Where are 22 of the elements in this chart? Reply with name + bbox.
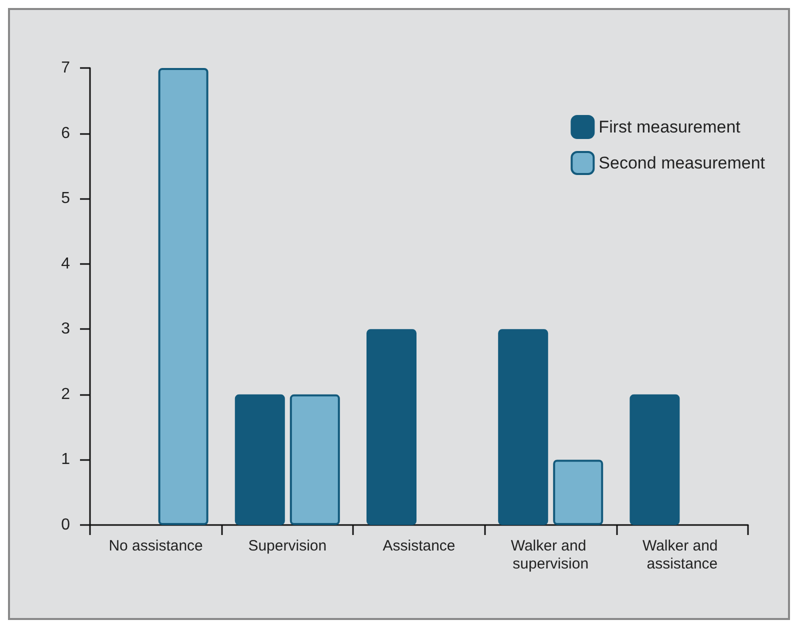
x-tick-label: Assistance bbox=[382, 538, 456, 554]
y-tick-label: 0 bbox=[61, 516, 70, 534]
bar bbox=[366, 329, 416, 525]
y-tick-label: 1 bbox=[61, 451, 70, 468]
x-tick-label: Walker and supervision bbox=[510, 538, 590, 572]
bar bbox=[234, 394, 285, 525]
bar bbox=[553, 460, 604, 525]
bar bbox=[158, 68, 208, 525]
x-tick-label: Walker and assistance bbox=[642, 538, 722, 572]
legend-label: First measurement bbox=[598, 118, 741, 136]
y-tick-label: 3 bbox=[61, 320, 70, 338]
x-tick-label: Supervision bbox=[248, 538, 327, 554]
y-tick-label: 4 bbox=[61, 255, 70, 272]
bar bbox=[630, 394, 680, 525]
y-tick-label: 6 bbox=[61, 124, 70, 142]
bar bbox=[290, 394, 340, 525]
legend-label: Second measurement bbox=[598, 154, 766, 172]
bar bbox=[498, 329, 548, 525]
y-tick-label: 5 bbox=[61, 190, 70, 208]
y-tick-label: 2 bbox=[61, 386, 70, 403]
x-tick-label: No assistance bbox=[108, 538, 203, 554]
y-tick-label: 7 bbox=[61, 60, 70, 76]
